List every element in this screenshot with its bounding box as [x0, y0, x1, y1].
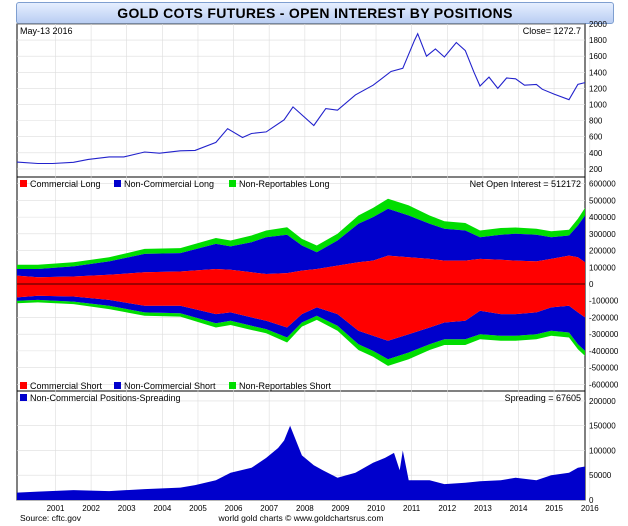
x-tick-label: 2015 — [545, 504, 563, 513]
price-tick-label: 1400 — [589, 68, 607, 77]
legend-swatch-non-reportables-short — [229, 382, 236, 389]
oi-tick-label: 300000 — [589, 230, 616, 239]
x-tick-label: 2012 — [438, 504, 456, 513]
x-tick-label: 2008 — [296, 504, 314, 513]
x-tick-label: 2004 — [153, 504, 171, 513]
area-spreading — [17, 425, 585, 500]
x-tick-label: 2014 — [510, 504, 528, 513]
x-tick-label: 2016 — [581, 504, 599, 513]
area-commercial-long — [17, 255, 585, 284]
legend-non-commercial-short: Non-Commercial Short — [124, 381, 216, 391]
legend-non-reportables-long: Non-Reportables Long — [239, 179, 330, 189]
legend-swatch-non-commercial-short — [114, 382, 121, 389]
legend-swatch-commercial-short — [20, 382, 27, 389]
oi-tick-label: -300000 — [589, 330, 619, 339]
oi-tick-label: 400000 — [589, 213, 616, 222]
legend-swatch-non-reportables-long — [229, 180, 236, 187]
spreading-tick-label: 100000 — [589, 446, 616, 455]
x-tick-label: 2007 — [260, 504, 278, 513]
price-tick-label: 200 — [589, 165, 603, 174]
x-tick-label: 2009 — [332, 504, 350, 513]
oi-tick-label: -100000 — [589, 297, 619, 306]
spreading-label: Spreading = 67605 — [505, 393, 581, 403]
price-tick-label: 1000 — [589, 101, 607, 110]
legend-swatch-commercial-long — [20, 180, 27, 187]
legend-spreading: Non-Commercial Positions-Spreading — [20, 393, 181, 403]
date-label: May-13 2016 — [20, 26, 73, 36]
legend-swatch-spreading — [20, 394, 27, 401]
area-non-reportables-long — [17, 198, 585, 269]
spreading-tick-label: 50000 — [589, 471, 612, 480]
source-label: Source: cftc.gov — [20, 513, 82, 523]
legend-bottom: Commercial Short Non-Commercial Short No… — [20, 381, 332, 391]
spreading-tick-label: 0 — [589, 496, 594, 505]
spreading-tick-label: 200000 — [589, 397, 616, 406]
legend-commercial-short: Commercial Short — [30, 381, 103, 391]
price-line — [16, 32, 586, 165]
x-tick-label: 2006 — [225, 504, 243, 513]
price-tick-label: 800 — [589, 117, 603, 126]
legend-top: Commercial Long Non-Commercial Long Non-… — [20, 179, 330, 189]
net-open-interest-label: Net Open Interest = 512172 — [470, 179, 581, 189]
x-tick-label: 2010 — [367, 504, 385, 513]
legend-swatch-non-commercial-long — [114, 180, 121, 187]
x-tick-label: 2001 — [47, 504, 65, 513]
area-commercial-short — [17, 284, 585, 341]
x-tick-label: 2002 — [82, 504, 100, 513]
close-label: Close= 1272.7 — [523, 26, 581, 36]
legend-non-commercial-long: Non-Commercial Long — [124, 179, 214, 189]
x-tick-label: 2011 — [403, 504, 421, 513]
price-tick-label: 600 — [589, 133, 603, 142]
price-tick-label: 1600 — [589, 52, 607, 61]
legend-commercial-long: Commercial Long — [30, 179, 101, 189]
x-tick-label: 2013 — [474, 504, 492, 513]
credit-label: world gold charts © www.goldchartsrus.co… — [218, 513, 384, 523]
price-panel — [16, 23, 586, 178]
oi-tick-label: 600000 — [589, 180, 616, 189]
oi-tick-label: -600000 — [589, 380, 619, 389]
legend-non-reportables-short: Non-Reportables Short — [239, 381, 332, 391]
price-tick-label: 1200 — [589, 84, 607, 93]
oi-tick-label: 100000 — [589, 263, 616, 272]
spreading-tick-label: 150000 — [589, 422, 616, 431]
price-tick-label: 400 — [589, 149, 603, 158]
oi-tick-label: 200000 — [589, 247, 616, 256]
oi-tick-label: -500000 — [589, 364, 619, 373]
price-tick-label: 1800 — [589, 36, 607, 45]
oi-tick-label: -200000 — [589, 313, 619, 322]
legend-spreading-label: Non-Commercial Positions-Spreading — [30, 393, 181, 403]
x-tick-label: 2005 — [189, 504, 207, 513]
price-tick-label: 2000 — [589, 20, 607, 29]
area-non-commercial-short — [17, 295, 585, 360]
x-tick-label: 2003 — [118, 504, 136, 513]
oi-tick-label: -400000 — [589, 347, 619, 356]
oi-tick-label: 0 — [589, 280, 594, 289]
oi-tick-label: 500000 — [589, 196, 616, 205]
area-non-commercial-long — [17, 208, 585, 278]
